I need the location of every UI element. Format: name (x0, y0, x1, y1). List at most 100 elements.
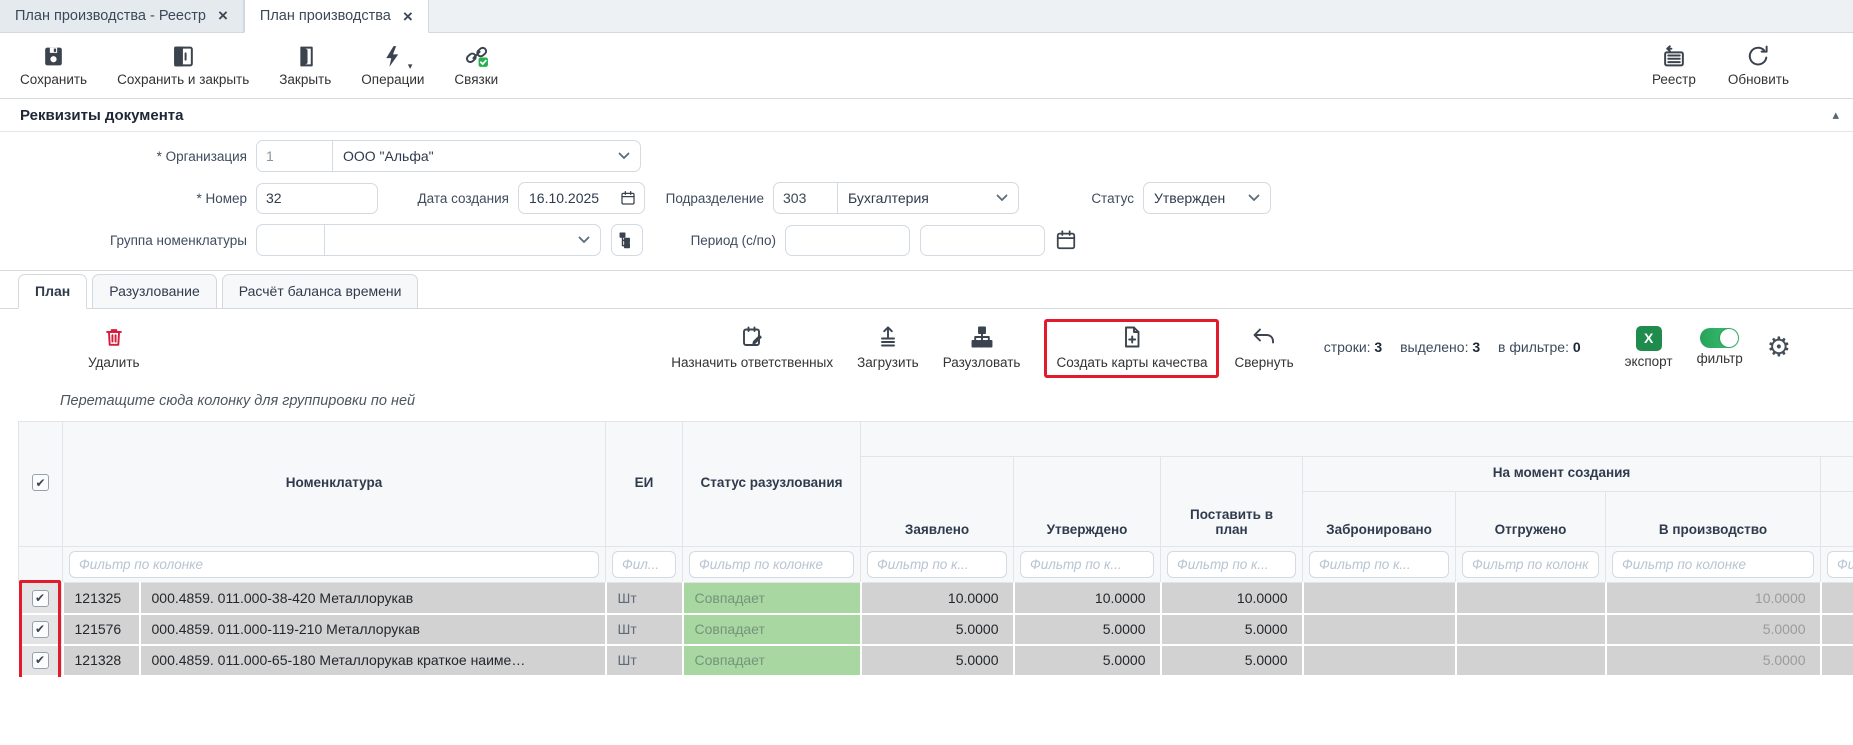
number-input[interactable] (256, 182, 378, 214)
floppy-icon (41, 44, 66, 69)
button-label: Реестр (1651, 72, 1696, 87)
registry-button[interactable]: Реестр (1652, 44, 1696, 87)
status-select[interactable]: Утвержден (1143, 182, 1271, 214)
close-icon[interactable]: × (402, 6, 413, 26)
toggle-on-icon[interactable] (1700, 328, 1740, 348)
row-shipped-cell (1455, 613, 1607, 646)
decompose-button[interactable]: Разузловать (943, 325, 1020, 370)
window-tab-document[interactable]: План производства × (243, 0, 429, 33)
tab-decompose[interactable]: Разузлование (92, 274, 217, 308)
panel-title: Реквизиты документа (20, 106, 184, 124)
nomenclature-group-select[interactable] (256, 224, 601, 256)
excel-icon: X (1635, 325, 1662, 351)
window-tab-registry[interactable]: План производства - Реестр × (0, 0, 244, 32)
door-icon (293, 44, 318, 69)
collapse-rows-button[interactable]: Свернуть (1234, 325, 1294, 370)
approved-filter-input[interactable] (1020, 551, 1155, 578)
rows-count-label: строки: (1323, 339, 1371, 355)
column-header-shipped[interactable]: Отгружено (1455, 491, 1607, 547)
table-row[interactable]: ✔ 121325 000.4859. 011.000-38-420 Металл… (18, 582, 1853, 615)
tab-time-balance[interactable]: Расчёт баланса времени (221, 274, 419, 308)
column-header-unit[interactable]: ЕИ (605, 421, 684, 547)
tab-plan[interactable]: План (18, 274, 88, 309)
selected-count-label: выделено: (1400, 339, 1469, 355)
links-button[interactable]: Связки (454, 44, 498, 87)
collapse-icon[interactable]: ▴ (1832, 107, 1839, 122)
calendar-icon[interactable] (620, 190, 636, 206)
create-quality-cards-button[interactable]: Создать карты качества (1056, 325, 1207, 370)
table-row[interactable]: ✔ 121328 000.4859. 011.000-65-180 Металл… (18, 644, 1853, 677)
save-and-close-button[interactable]: Сохранить и закрыть (117, 44, 249, 87)
save-button[interactable]: Сохранить (20, 44, 87, 87)
period-calendar-icon[interactable] (1055, 229, 1077, 251)
refresh-button[interactable]: Обновить (1728, 44, 1789, 87)
row-declared-cell: 5.0000 (860, 613, 1015, 646)
document-requisites-panel: Реквизиты документа ▴ * Организация 1 ОО… (0, 99, 1853, 271)
select-all-checkbox[interactable]: ✔ (32, 474, 49, 491)
close-button[interactable]: Закрыть (279, 44, 331, 87)
operations-button[interactable]: Операции (361, 44, 424, 87)
reserved-filter-input[interactable] (1309, 551, 1450, 578)
window-tab-label: План производства (259, 8, 391, 24)
table-row[interactable]: ✔ 121576 000.4859. 011.000-119-210 Метал… (18, 613, 1853, 646)
status-label: Статус (1091, 190, 1134, 206)
button-label: Загрузить (857, 354, 919, 370)
button-label: Операции (361, 72, 425, 87)
row-unit-cell: Шт (605, 644, 684, 677)
row-checkbox-cell: ✔ (18, 613, 64, 646)
organization-select[interactable]: 1 ООО "Альфа" (256, 140, 641, 172)
unit-filter-input[interactable] (612, 551, 677, 578)
row-shipped-cell (1455, 644, 1607, 677)
row-checkbox[interactable]: ✔ (31, 589, 49, 607)
column-header-approved[interactable]: Утверждено (1013, 456, 1162, 547)
load-button[interactable]: Загрузить (857, 325, 919, 370)
to-plan-filter-input[interactable] (1167, 551, 1297, 578)
column-header-reserved[interactable]: Забронировано (1302, 491, 1457, 547)
button-label: Сохранить (20, 72, 88, 87)
nomenclature-filter-input[interactable] (69, 551, 600, 578)
chain-link-icon (463, 44, 490, 69)
plan-table-wrapper: ✔ Номенклатура ЕИ Статус разузлования Ко… (18, 421, 1853, 677)
creation-date-input[interactable] (521, 190, 607, 206)
assign-responsible-button[interactable]: Назначить ответственных (671, 325, 833, 370)
filter-cell (1605, 546, 1822, 583)
export-excel-button[interactable]: X экспорт (1625, 325, 1673, 369)
tree-select-button[interactable] (611, 224, 643, 256)
column-header-in-production[interactable]: В производство (1605, 491, 1822, 547)
column-header-nomenclature[interactable]: Номенклатура (61, 421, 607, 547)
main-toolbar: Сохранить Сохранить и закрыть Закрыть Оп… (0, 33, 1853, 99)
row-checkbox-cell: ✔ (18, 582, 64, 615)
cut-filter-input[interactable] (1827, 551, 1853, 578)
row-id-cell: 121328 (62, 644, 141, 677)
row-checkbox[interactable]: ✔ (31, 620, 49, 638)
filter-cell (860, 546, 1015, 583)
in-production-filter-input[interactable] (1612, 551, 1815, 578)
filter-toggle-button[interactable]: фильтр (1697, 328, 1743, 366)
row-declared-cell: 5.0000 (860, 644, 1015, 677)
row-unit-cell: Шт (605, 582, 684, 615)
button-label: Закрыть (279, 72, 332, 87)
creation-date-field[interactable] (518, 182, 645, 214)
status-filter-input[interactable] (689, 551, 855, 578)
gear-icon[interactable]: ⚙ (1766, 331, 1791, 363)
declared-filter-input[interactable] (867, 551, 1008, 578)
nomenclature-group-label: Группа номенклатуры (109, 232, 247, 248)
column-header-status[interactable]: Статус разузлования (682, 421, 862, 547)
department-select[interactable]: 303 Бухгалтерия (773, 182, 1019, 214)
window-tab-label: План производства - Реестр (15, 7, 206, 24)
delete-button[interactable]: Удалить (88, 325, 140, 370)
column-header-cut[interactable]: Св (1820, 491, 1853, 547)
registry-list-icon (1661, 44, 1687, 69)
period-to-input[interactable] (920, 224, 1045, 256)
row-checkbox[interactable]: ✔ (31, 651, 49, 669)
shipped-filter-input[interactable] (1462, 551, 1600, 578)
row-status-cell: Совпадает (682, 613, 862, 646)
close-icon[interactable]: × (217, 6, 228, 25)
column-header-declared[interactable]: Заявлено (860, 456, 1015, 547)
row-in-production-cell: 10.0000 (1605, 582, 1822, 615)
column-header-to-plan[interactable]: Поставить в план (1160, 456, 1304, 547)
filter-cell (682, 546, 862, 583)
period-from-input[interactable] (785, 224, 910, 256)
row-to-plan-cell: 5.0000 (1160, 613, 1304, 646)
creation-date-label: Дата создания (417, 190, 510, 206)
